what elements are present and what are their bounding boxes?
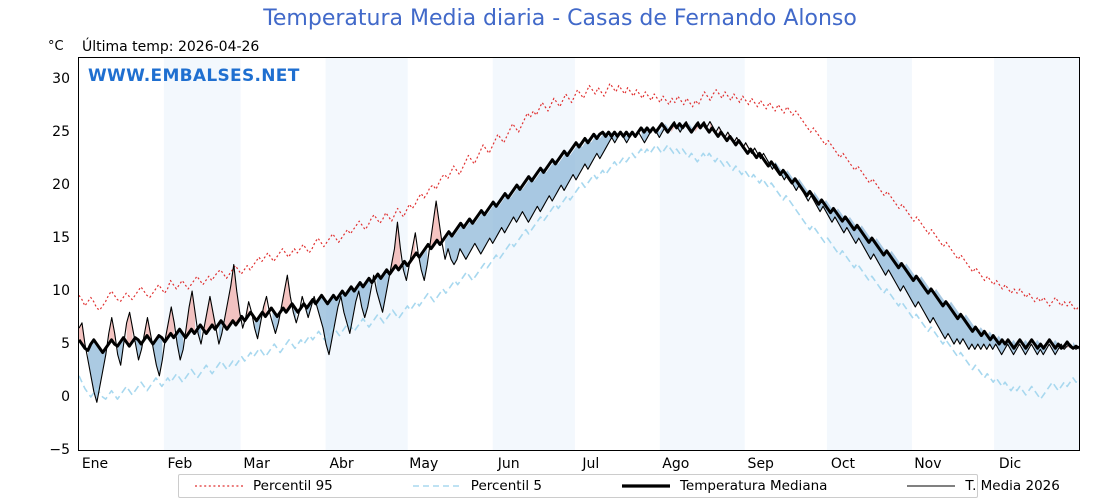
legend-swatch-current [907, 485, 956, 487]
y-tick-label: 5 [61, 336, 70, 353]
y-tick-label: 30 [52, 71, 70, 88]
legend-label-p5: Percentil 5 [470, 478, 542, 494]
legend-swatch-p95 [195, 485, 243, 487]
y-tick-label: 25 [52, 124, 70, 141]
legend-label-median: Temperatura Mediana [679, 478, 828, 494]
y-tick-label: −5 [49, 442, 70, 458]
watermark: WWW.EMBALSES.NET [88, 66, 300, 86]
chart-legend: Percentil 95 Percentil 5 Temperatura Med… [178, 474, 1060, 498]
x-tick-label: Sep [747, 456, 774, 472]
legend-label-current: T. Media 2026 [965, 478, 1060, 494]
legend-swatch-median [621, 484, 670, 488]
page-title: Temperatura Media diaria - Casas de Fern… [263, 6, 857, 31]
x-tick-label: Jun [497, 456, 520, 472]
x-tick-label: Feb [167, 456, 193, 472]
x-tick-label: Oct [830, 456, 856, 472]
x-tick-label: Mar [243, 456, 270, 472]
x-tick-label: Jul [582, 456, 600, 472]
x-tick-label: Dic [998, 456, 1022, 472]
legend-item-median: Temperatura Mediana [606, 475, 827, 497]
x-tick-label: Ago [662, 456, 690, 472]
x-tick-label: Abr [329, 456, 354, 472]
x-tick-label: Nov [914, 456, 942, 472]
y-axis-unit-label: °C [48, 39, 64, 54]
last-temp-label: Última temp: 2026-04-26 [82, 39, 260, 55]
legend-swatch-p5 [412, 485, 461, 487]
plot-area [78, 57, 1080, 451]
y-tick-label: 0 [61, 389, 70, 406]
legend-item-current: T. Media 2026 [891, 475, 1060, 497]
chart-svg [79, 58, 1079, 450]
legend-label-p95: Percentil 95 [253, 478, 333, 494]
x-tick-label: Ene [81, 456, 109, 472]
y-tick-label: 10 [52, 283, 70, 300]
y-tick-label: 20 [52, 177, 70, 194]
plot-inner [79, 58, 1079, 450]
y-tick-label: 15 [52, 230, 70, 247]
legend-item-p5: Percentil 5 [397, 475, 542, 497]
x-tick-label: May [409, 456, 439, 472]
legend-item-p95: Percentil 95 [179, 475, 333, 497]
